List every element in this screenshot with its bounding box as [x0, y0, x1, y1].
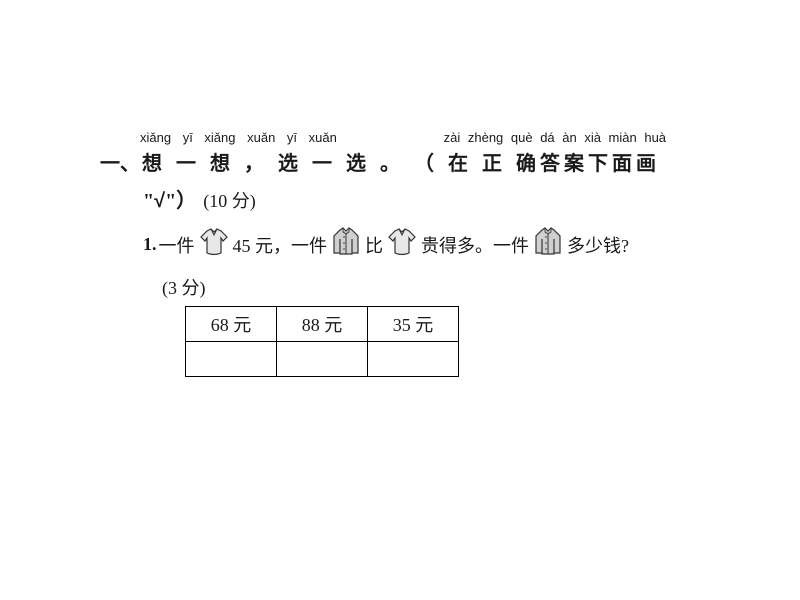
- question-points: (3 分): [162, 274, 700, 300]
- q-text-ask: 多少钱?: [567, 232, 629, 258]
- table-row: [186, 342, 459, 377]
- checkmark-icon: √: [154, 190, 165, 212]
- coat-icon: [329, 227, 363, 262]
- q-text-1: 一件: [159, 232, 195, 258]
- answer-table: 68 元 88 元 35 元: [185, 306, 459, 377]
- worksheet-page: xiǎng yī xiǎng xuǎn yī xuǎn zài zhèng qu…: [100, 130, 700, 377]
- answer-cell[interactable]: [368, 342, 459, 377]
- pinyin-group-2: zài zhèng què dá àn xià miàn huà: [444, 130, 666, 145]
- option-cell[interactable]: 35 元: [368, 307, 459, 342]
- q-text-price: 45 元，一件: [233, 232, 328, 258]
- coat-icon: [531, 227, 565, 262]
- shirt-icon: [385, 227, 419, 262]
- table-row: 68 元 88 元 35 元: [186, 307, 459, 342]
- answer-cell[interactable]: [186, 342, 277, 377]
- heading-line-1: 一、想一想，选一选。（在正确答案下面画: [100, 147, 700, 176]
- q-text-compare: 比: [365, 232, 383, 258]
- option-cell[interactable]: 68 元: [186, 307, 277, 342]
- section-points: (10 分): [203, 191, 256, 211]
- shirt-icon: [197, 227, 231, 262]
- option-cell[interactable]: 88 元: [277, 307, 368, 342]
- quote-open: ": [143, 190, 154, 212]
- question-1-line: 1. 一件 45 元，一件 比 贵得多。一件: [143, 227, 700, 262]
- quote-close-paren: "）: [165, 190, 196, 212]
- pinyin-row: xiǎng yī xiǎng xuǎn yī xuǎn zài zhèng qu…: [100, 130, 700, 145]
- heading-line-2: "√"） (10 分): [143, 184, 700, 213]
- q-text-tail: 贵得多。一件: [421, 232, 529, 258]
- pinyin-group-1: xiǎng yī xiǎng xuǎn yī xuǎn: [100, 130, 440, 145]
- answer-cell[interactable]: [277, 342, 368, 377]
- section-marker: 一、: [100, 153, 140, 175]
- question-number: 1.: [143, 234, 157, 255]
